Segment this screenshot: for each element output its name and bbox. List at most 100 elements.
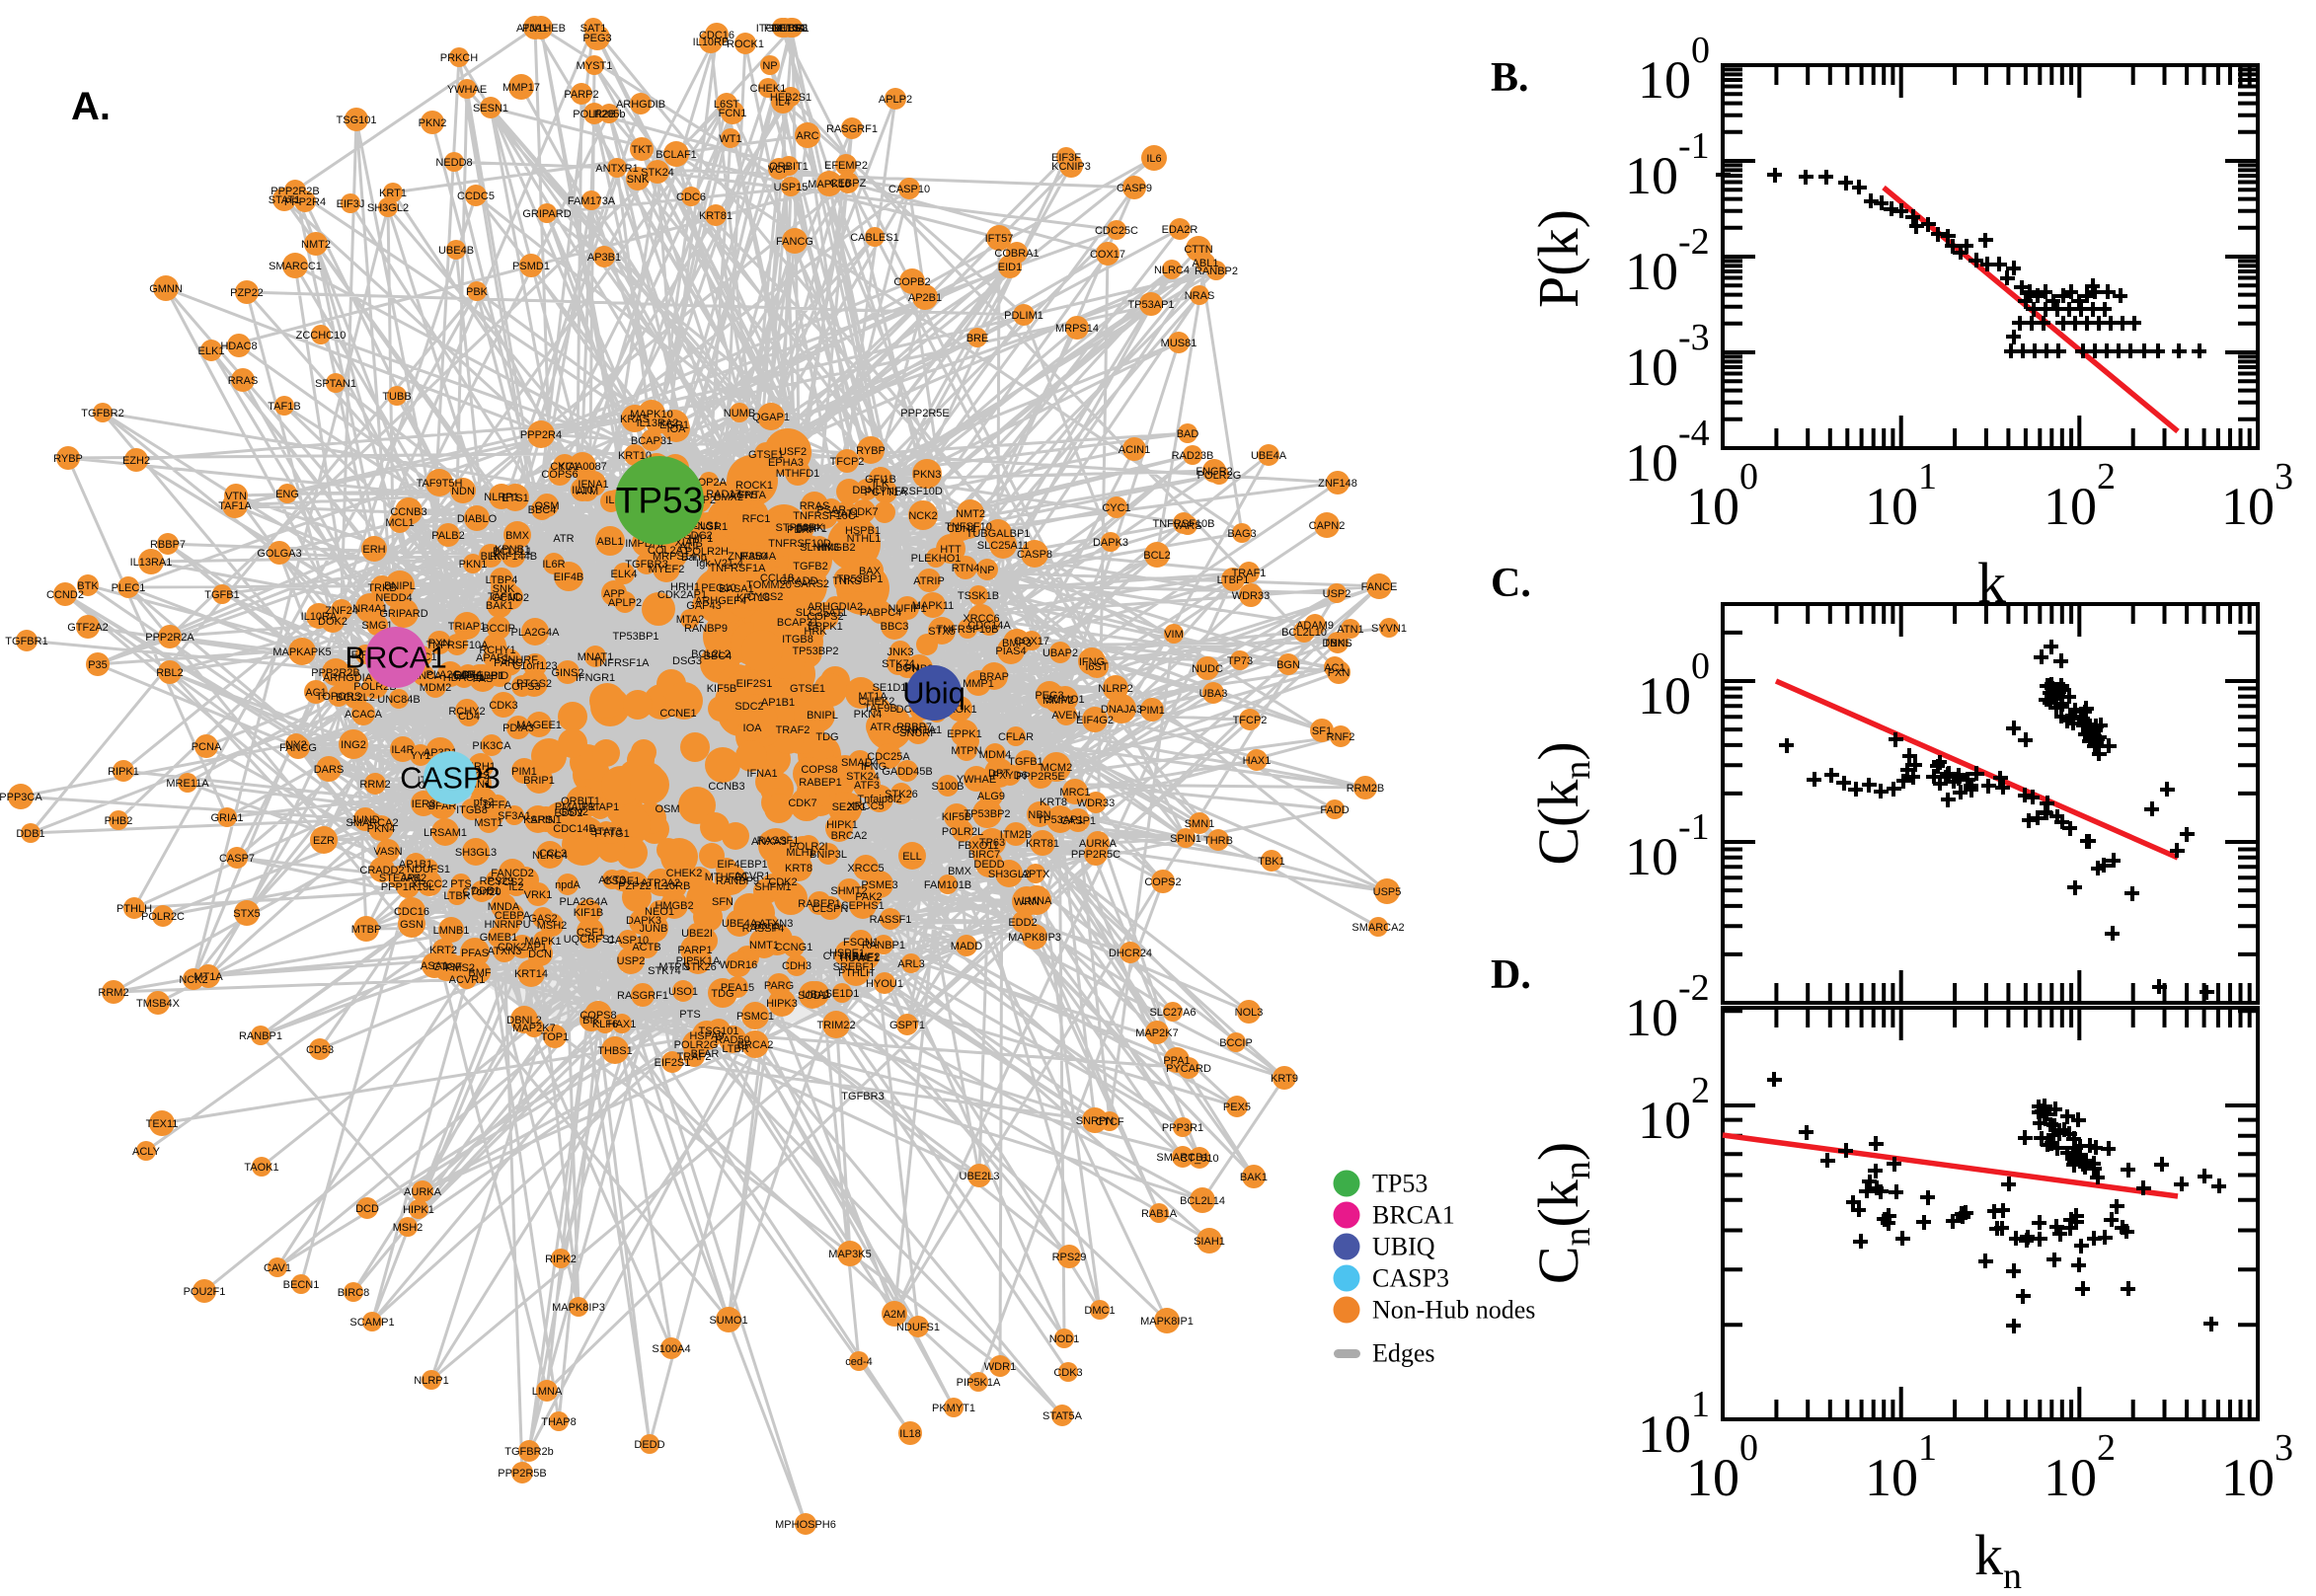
svg-text:SE1D1: SE1D1 xyxy=(825,988,860,1000)
svg-text:IL10RA: IL10RA xyxy=(301,611,338,623)
svg-text:CCNE1: CCNE1 xyxy=(659,708,696,720)
svg-text:10: 10 xyxy=(1638,50,1691,110)
svg-text:MTHFD1: MTHFD1 xyxy=(776,468,820,480)
svg-text:SMAD4: SMAD4 xyxy=(841,757,879,769)
svg-text:BMX: BMX xyxy=(505,530,530,542)
svg-text:NOL3: NOL3 xyxy=(1235,1007,1264,1019)
svg-text:PTS: PTS xyxy=(679,1009,700,1021)
svg-text:0: 0 xyxy=(1691,30,1710,71)
svg-text:XRCC6: XRCC6 xyxy=(963,613,999,625)
svg-text:RANBP9: RANBP9 xyxy=(684,623,728,635)
svg-text:COPS6: COPS6 xyxy=(541,469,578,481)
svg-text:TGFB2: TGFB2 xyxy=(793,561,827,572)
svg-text:DCD: DCD xyxy=(355,1203,379,1215)
svg-text:TGFBR3: TGFBR3 xyxy=(625,559,667,570)
svg-text:BFAR: BFAR xyxy=(691,1048,720,1060)
svg-text:TRIAP1: TRIAP1 xyxy=(581,801,620,813)
svg-text:1: 1 xyxy=(1691,1384,1710,1425)
svg-text:GRIPARD: GRIPARD xyxy=(522,208,571,220)
svg-text:UBE4A: UBE4A xyxy=(1251,450,1287,462)
svg-text:HAX1: HAX1 xyxy=(608,1019,637,1030)
svg-text:TSG101: TSG101 xyxy=(337,114,377,126)
svg-text:10: 10 xyxy=(1865,477,1918,536)
svg-text:BMX2: BMX2 xyxy=(714,492,743,503)
svg-text:RRM2: RRM2 xyxy=(359,779,390,791)
svg-text:0: 0 xyxy=(1691,646,1710,687)
svg-text:SF3A1: SF3A1 xyxy=(498,810,531,822)
svg-text:IL13RA1: IL13RA1 xyxy=(130,557,173,569)
svg-text:IL10: IL10 xyxy=(572,485,592,496)
svg-text:AKT3: AKT3 xyxy=(598,874,626,886)
svg-text:NUMB: NUMB xyxy=(724,408,755,419)
svg-text:IL10RB: IL10RB xyxy=(655,880,691,892)
svg-text:TP53AP1: TP53AP1 xyxy=(1127,299,1174,311)
svg-text:MAPK8IP1: MAPK8IP1 xyxy=(1140,1316,1194,1328)
svg-text:VARS: VARS xyxy=(1173,520,1201,532)
svg-text:ATN1: ATN1 xyxy=(1337,624,1363,636)
svg-text:BCL2L1: BCL2L1 xyxy=(493,546,532,558)
svg-text:GTSE1: GTSE1 xyxy=(748,449,784,461)
svg-text:UBAP2: UBAP2 xyxy=(1042,647,1078,659)
svg-text:MTA2: MTA2 xyxy=(676,614,705,626)
svg-text:UQCRFS1: UQCRFS1 xyxy=(564,934,616,946)
svg-text:RBBP7: RBBP7 xyxy=(150,539,186,551)
svg-text:CDC16: CDC16 xyxy=(699,30,734,41)
svg-text:BLK: BLK xyxy=(481,551,502,563)
svg-text:ACVR1: ACVR1 xyxy=(449,974,486,986)
svg-text:COPS8: COPS8 xyxy=(579,1010,616,1022)
svg-text:BCL2L14: BCL2L14 xyxy=(1180,1195,1225,1207)
svg-text:USP15: USP15 xyxy=(774,182,809,193)
svg-text:UBA1: UBA1 xyxy=(803,989,831,1001)
svg-text:KRT8: KRT8 xyxy=(1040,797,1067,808)
svg-text:10: 10 xyxy=(1865,1448,1918,1507)
svg-text:ADAM9: ADAM9 xyxy=(1296,620,1334,632)
svg-text:MAP2K7: MAP2K7 xyxy=(1135,1027,1178,1039)
svg-text:D.: D. xyxy=(1491,952,1531,998)
svg-text:CCL3: CCL3 xyxy=(539,848,567,860)
svg-text:SHMT2: SHMT2 xyxy=(830,885,867,897)
svg-text:KIF5B: KIF5B xyxy=(707,683,737,695)
svg-text:PIK3CA: PIK3CA xyxy=(472,740,511,752)
svg-text:DEDD: DEDD xyxy=(973,859,1004,871)
svg-text:SE2D1: SE2D1 xyxy=(832,801,867,813)
svg-text:CHEK2: CHEK2 xyxy=(859,696,895,708)
svg-text:SMARCA2: SMARCA2 xyxy=(1351,922,1404,934)
svg-text:GAS2: GAS2 xyxy=(528,913,557,925)
svg-text:STK26: STK26 xyxy=(885,789,918,800)
svg-text:KIF5B: KIF5B xyxy=(942,811,972,823)
svg-text:npdA: npdA xyxy=(555,879,580,891)
svg-text:TP53BP2: TP53BP2 xyxy=(964,808,1010,820)
svg-text:CDK7: CDK7 xyxy=(788,798,816,809)
svg-text:PPP2R5C: PPP2R5C xyxy=(1071,849,1120,861)
svg-text:PIP5K1A: PIP5K1A xyxy=(957,1377,1001,1389)
svg-text:DSG3: DSG3 xyxy=(672,655,702,667)
svg-text:3: 3 xyxy=(2275,456,2293,497)
svg-text:AP1B1: AP1B1 xyxy=(761,697,795,709)
svg-text:BMP3: BMP3 xyxy=(1002,638,1032,649)
svg-text:ATM: ATM xyxy=(577,486,598,497)
svg-text:FCN1: FCN1 xyxy=(719,108,747,119)
svg-text:MRPS14: MRPS14 xyxy=(1055,323,1099,335)
svg-text:DEDD: DEDD xyxy=(634,1439,664,1451)
svg-text:PEG3: PEG3 xyxy=(1035,690,1063,702)
svg-text:B.: B. xyxy=(1491,55,1529,101)
svg-text:RANBP9: RANBP9 xyxy=(716,875,759,887)
svg-text:CDK2AP1: CDK2AP1 xyxy=(498,942,547,953)
svg-text:HUWE1: HUWE1 xyxy=(840,952,880,964)
svg-text:KRT81: KRT81 xyxy=(1026,838,1059,850)
svg-text:BASA1: BASA1 xyxy=(719,583,753,595)
svg-text:RYBP: RYBP xyxy=(53,453,83,465)
svg-text:CCND2: CCND2 xyxy=(492,592,529,604)
svg-text:DCN: DCN xyxy=(528,949,552,960)
svg-text:CEBPA: CEBPA xyxy=(495,910,531,922)
svg-text:SARS2: SARS2 xyxy=(794,578,829,590)
svg-text:STX5: STX5 xyxy=(233,908,261,920)
svg-text:APLP2: APLP2 xyxy=(879,94,912,106)
svg-text:BNIP3L: BNIP3L xyxy=(810,849,847,861)
svg-text:TAOK1: TAOK1 xyxy=(244,1162,278,1174)
svg-text:AVEN: AVEN xyxy=(1051,710,1080,722)
svg-text:FADD: FADD xyxy=(1320,804,1349,816)
svg-text:IFNGR1: IFNGR1 xyxy=(688,521,728,533)
svg-text:TP53AP1: TP53AP1 xyxy=(1037,814,1083,826)
svg-text:PMS2: PMS2 xyxy=(445,962,475,974)
